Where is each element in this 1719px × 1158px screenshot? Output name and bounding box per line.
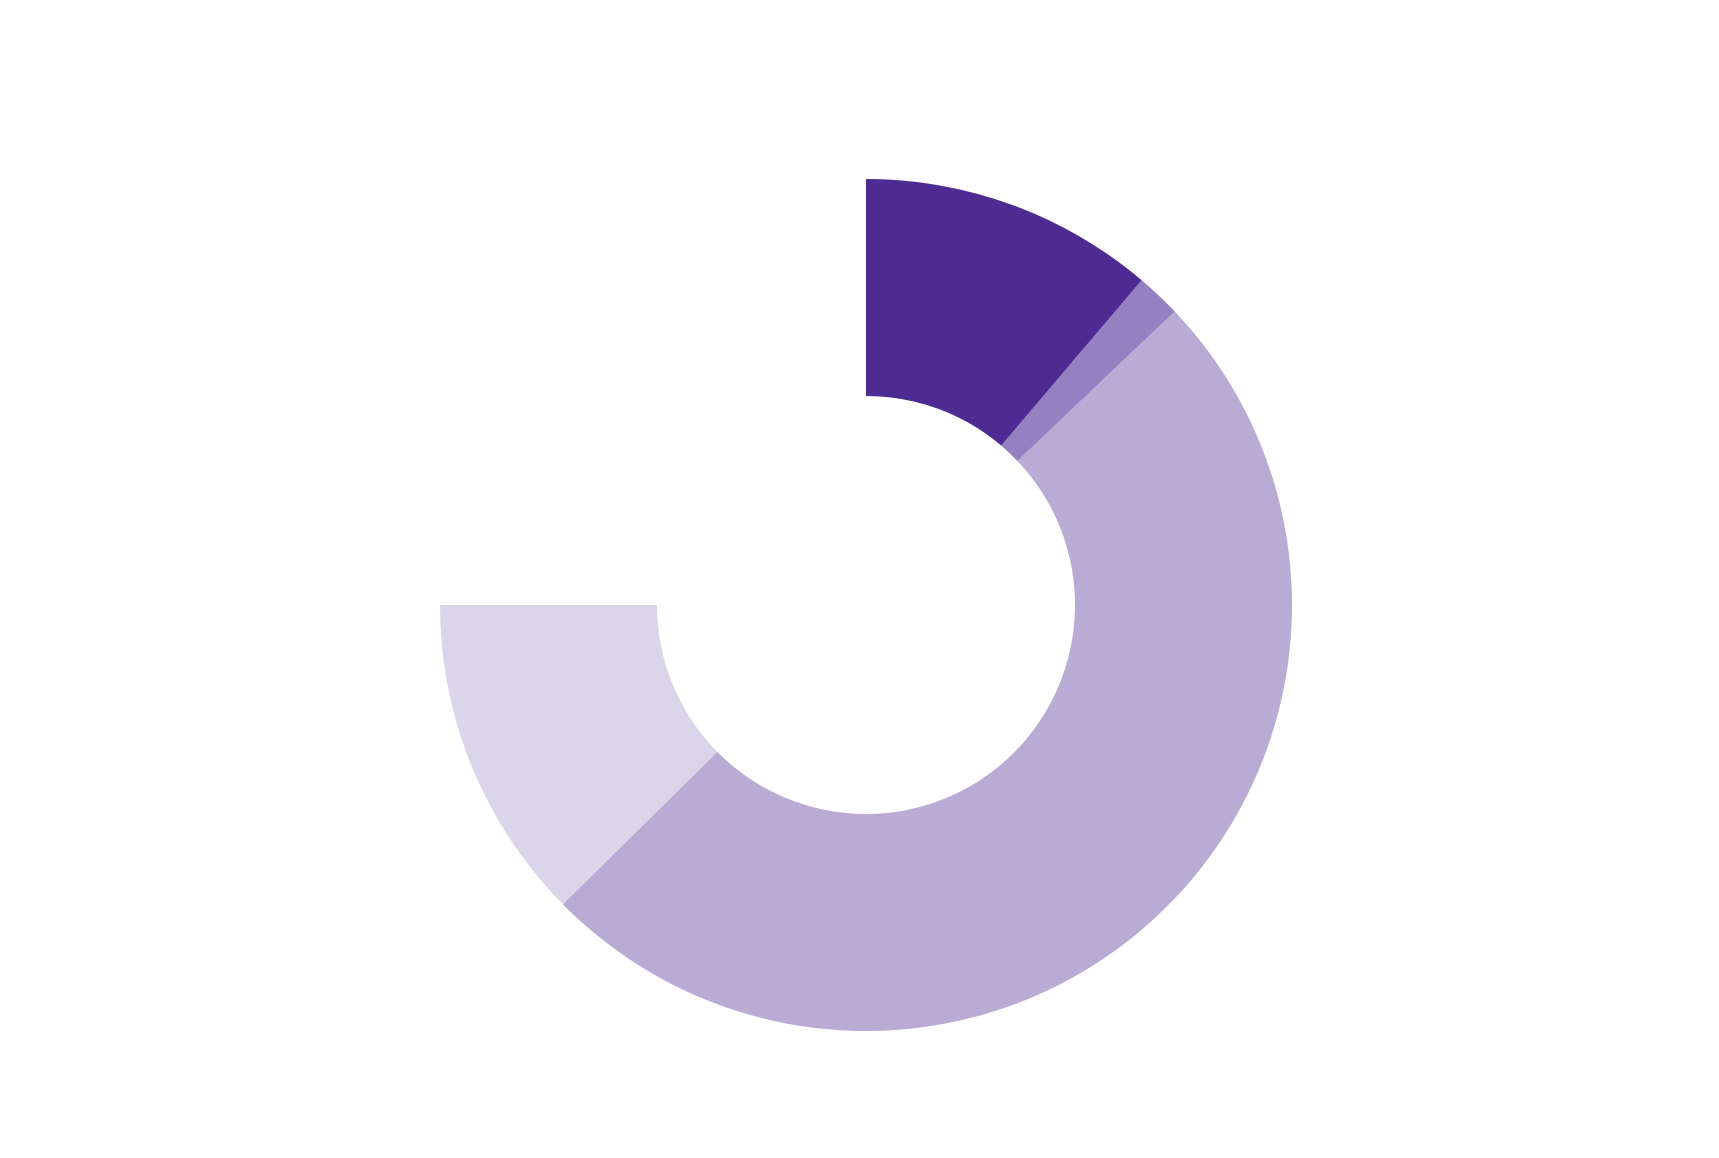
donut-segment xyxy=(1001,280,1175,461)
donut-segment xyxy=(866,179,1142,446)
donut-segment xyxy=(440,605,718,905)
donut-segment xyxy=(562,311,1293,1032)
